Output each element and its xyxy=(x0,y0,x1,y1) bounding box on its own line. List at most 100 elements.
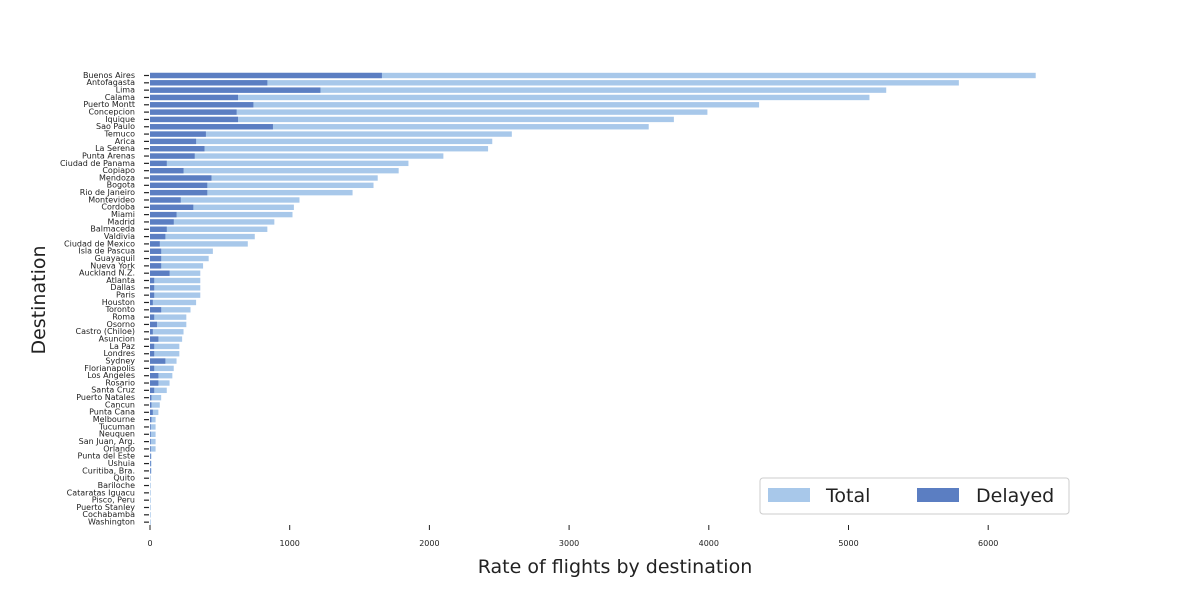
bar-delayed-curitiba-bra xyxy=(150,468,151,474)
bar-delayed-auckland-n-z xyxy=(150,270,170,276)
x-tick-label-5000: 5000 xyxy=(838,539,858,548)
category-label-cancun: Cancun xyxy=(105,400,135,409)
category-label-bogota: Bogota xyxy=(107,181,135,190)
bar-delayed-castro-chiloe xyxy=(150,329,153,335)
bar-delayed-la-paz xyxy=(150,343,155,350)
bar-total-la-paz xyxy=(150,343,180,350)
bar-total-los-angeles xyxy=(150,373,173,379)
bar-total-florianapolis xyxy=(150,365,174,372)
category-labels: Buenos AiresAntofagastaLimaCalamaPuerto … xyxy=(60,71,149,527)
category-label-antofagasta: Antofagasta xyxy=(87,78,136,87)
bar-total-calama xyxy=(150,94,870,101)
category-label-valdivia: Valdivia xyxy=(104,232,135,241)
bar-delayed-iquique xyxy=(150,116,239,123)
x-tick-label-4000: 4000 xyxy=(699,539,719,548)
bar-total-arica xyxy=(150,138,493,145)
bar-total-rosario xyxy=(150,380,170,386)
bar-delayed-guayaquil xyxy=(150,255,162,262)
bar-total-iquique xyxy=(150,116,674,123)
category-label-ciudad-de-mexico: Ciudad de Mexico xyxy=(64,239,135,248)
category-label-concepcion: Concepcion xyxy=(88,108,135,117)
bar-total-mendoza xyxy=(150,175,378,181)
x-tick-label-2000: 2000 xyxy=(419,539,439,548)
category-label-puerto-montt: Puerto Montt xyxy=(83,100,135,109)
bar-total-asuncion xyxy=(150,336,183,342)
bar-delayed-nueva-york xyxy=(150,263,162,269)
category-label-puerto-stanley: Puerto Stanley xyxy=(76,503,135,512)
bar-total-puerto-montt xyxy=(150,102,760,108)
bar-delayed-rio-de-janeiro xyxy=(150,189,208,196)
category-label-pisco-peru: Pisco, Peru xyxy=(92,496,135,505)
bar-delayed-melbourne xyxy=(150,416,152,423)
bar-total-montevideo xyxy=(150,197,300,203)
category-label-ushuia: Ushuia xyxy=(108,459,135,468)
category-label-lima: Lima xyxy=(116,86,135,95)
bar-total-orlando xyxy=(150,446,156,452)
category-label-paris: Paris xyxy=(116,291,135,300)
category-label-washington: Washington xyxy=(88,518,135,527)
bar-delayed-rosario xyxy=(150,380,159,386)
bar-total-bariloche xyxy=(150,482,151,489)
x-ticks: 0 1000 2000 3000 4000 5000 6000 xyxy=(147,525,998,548)
category-label-orlando: Orlando xyxy=(103,444,135,453)
bar-total-tucuman xyxy=(150,424,156,430)
x-tick-label-3000: 3000 xyxy=(559,539,579,548)
bar-delayed-osorno xyxy=(150,321,157,328)
bars-group xyxy=(150,72,1036,525)
bar-total-miami xyxy=(150,211,293,218)
category-label-roma: Roma xyxy=(112,313,135,322)
x-tick-label-1000: 1000 xyxy=(280,539,300,548)
legend-swatch-total xyxy=(768,488,810,502)
bar-delayed-roma xyxy=(150,314,155,320)
category-label-punta-del-este: Punta del Este xyxy=(78,452,136,461)
bar-delayed-florianapolis xyxy=(150,365,155,372)
category-label-puerto-natales: Puerto Natales xyxy=(76,393,135,402)
bar-total-san-juan-arg xyxy=(150,438,156,445)
bar-total-lima xyxy=(150,87,887,93)
bar-total-concepcion xyxy=(150,109,708,115)
bar-total-buenos-aires xyxy=(150,72,1036,79)
bar-total-dallas xyxy=(150,285,201,291)
bar-delayed-santa-cruz xyxy=(150,387,155,394)
bar-delayed-sao-paulo xyxy=(150,124,273,130)
category-label-bariloche: Bariloche xyxy=(98,481,135,490)
bar-delayed-los-angeles xyxy=(150,373,159,379)
bar-delayed-ciudad-de-panama xyxy=(150,160,167,167)
category-label-madrid: Madrid xyxy=(108,217,135,226)
category-label-neuquen: Neuquen xyxy=(99,430,135,439)
bar-total-madrid xyxy=(150,219,275,225)
category-label-temuco: Temuco xyxy=(103,129,135,138)
bar-delayed-orlando xyxy=(150,446,151,452)
bar-delayed-sydney xyxy=(150,358,166,364)
category-label-punta-cana: Punta Cana xyxy=(89,408,135,417)
bar-total-santa-cruz xyxy=(150,387,167,394)
bar-delayed-balmaceda xyxy=(150,226,167,232)
bar-total-rio-de-janeiro xyxy=(150,189,353,196)
category-label-los-angeles: Los Angeles xyxy=(87,371,135,380)
bar-total-roma xyxy=(150,314,187,320)
bar-total-castro-chiloe xyxy=(150,329,184,335)
category-label-dallas: Dallas xyxy=(110,283,135,292)
bar-delayed-houston xyxy=(150,299,153,306)
category-label-cordoba: Cordoba xyxy=(101,203,135,212)
bar-total-guayaquil xyxy=(150,255,209,262)
bar-delayed-san-juan-arg xyxy=(150,438,151,445)
bar-total-pisco-peru xyxy=(150,497,151,503)
bar-delayed-miami xyxy=(150,211,177,218)
bar-delayed-dallas xyxy=(150,285,155,291)
bar-total-copiapo xyxy=(150,167,399,174)
bar-total-temuco xyxy=(150,131,512,137)
bar-delayed-mendoza xyxy=(150,175,212,181)
legend-swatch-delayed xyxy=(917,488,959,502)
category-label-mendoza: Mendoza xyxy=(99,173,135,182)
bar-delayed-ushuia xyxy=(150,460,151,467)
bar-delayed-toronto xyxy=(150,307,162,313)
legend-box xyxy=(759,477,1070,515)
bar-total-sao-paulo xyxy=(150,124,649,130)
category-label-osorno: Osorno xyxy=(107,320,136,329)
category-label-curitiba-bra: Curitiba, Bra. xyxy=(82,466,135,475)
bar-delayed-cordoba xyxy=(150,204,194,210)
category-label-calama: Calama xyxy=(105,93,135,102)
bar-total-cancun xyxy=(150,402,160,408)
bar-delayed-temuco xyxy=(150,131,206,137)
